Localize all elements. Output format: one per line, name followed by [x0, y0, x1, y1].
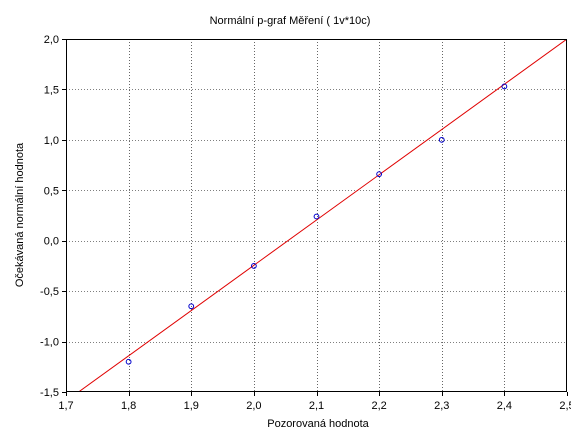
plot-area — [66, 39, 567, 392]
y-tick-label: -1,0 — [40, 337, 59, 349]
x-tick-label: 1,9 — [184, 400, 199, 412]
chart-title: Normální p-graf Měření ( 1v*10c) — [210, 15, 371, 27]
x-tick-label: 2,0 — [246, 400, 261, 412]
data-points — [125, 83, 508, 365]
fit-line — [78, 39, 567, 392]
data-point — [376, 171, 383, 178]
data-point — [125, 358, 132, 365]
y-axis-title: Očekávaná normální hodnota — [14, 142, 26, 287]
y-tick-label: -1,5 — [40, 387, 59, 399]
y-axis-ticks: -1,5 -1,0 -0,5 0,0 0,5 1,0 1,5 2,0 — [40, 34, 66, 399]
y-tick-label: 2,0 — [44, 34, 59, 46]
x-tick-label: 2,2 — [371, 400, 386, 412]
data-point — [250, 263, 257, 269]
x-axis-title: Pozorovaná hodnota — [267, 418, 369, 430]
x-tick-label: 1,7 — [58, 400, 73, 412]
x-tick-label: 2,1 — [309, 400, 324, 412]
y-tick-label: 1,5 — [44, 84, 59, 96]
data-point — [313, 213, 320, 220]
y-tick-label: 0,5 — [44, 185, 59, 197]
grid-lines — [66, 39, 567, 392]
plot-frame — [66, 39, 567, 392]
x-axis-ticks: 1,7 1,8 1,9 2,0 2,1 2,2 2,3 2,4 2,5 — [58, 392, 571, 412]
y-tick-label: 1,0 — [44, 135, 59, 147]
data-point — [188, 303, 195, 310]
y-tick-label: -0,5 — [40, 286, 59, 298]
data-point — [438, 136, 445, 143]
x-tick-label: 2,4 — [497, 400, 512, 412]
x-tick-label: 1,8 — [121, 400, 136, 412]
fit-line-layer — [78, 39, 567, 392]
x-tick-label: 2,3 — [434, 400, 449, 412]
y-tick-label: 0,0 — [44, 236, 59, 248]
data-point — [501, 83, 508, 90]
x-tick-label: 2,5 — [559, 400, 571, 412]
